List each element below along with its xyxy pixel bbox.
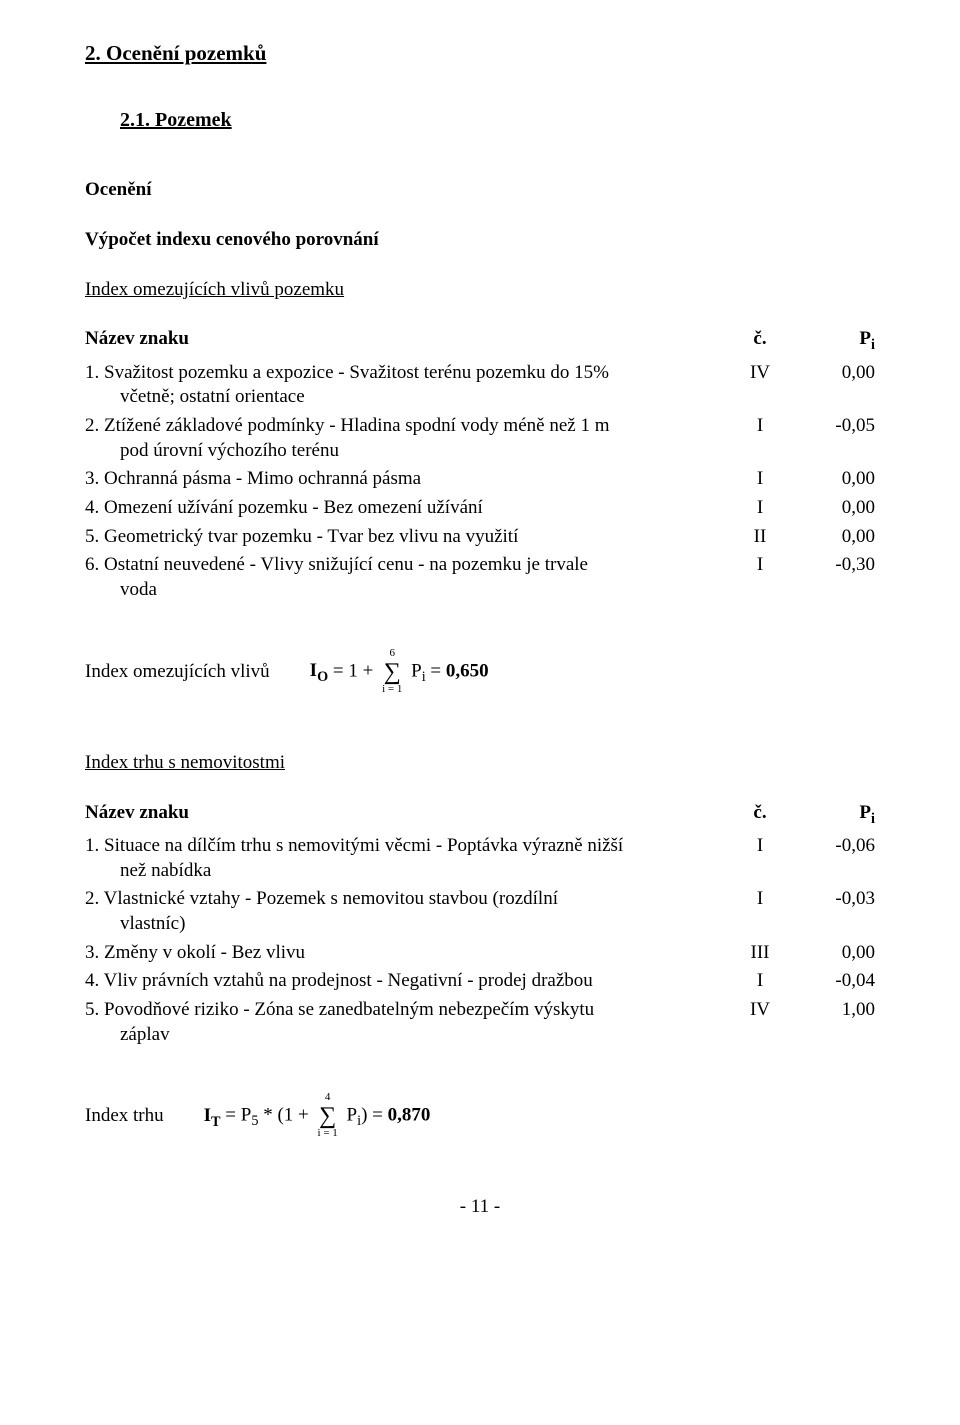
table2-title: Index trhu s nemovitostmi (85, 751, 875, 776)
table1-row-p: 0,00 (795, 496, 875, 521)
table2-row-label: 4. Vliv právních vztahů na prodejnost - … (85, 969, 725, 994)
document-page: 2. Ocenění pozemků 2.1. Pozemek Ocenění … (0, 0, 960, 1250)
table2-row-label: 1. Situace na dílčím trhu s nemovitými v… (85, 834, 725, 883)
table2-row: 5. Povodňové riziko - Zóna se zanedbatel… (85, 998, 875, 1047)
sigma-icon: 6∑i = 1 (382, 648, 402, 696)
table2-row-label: 3. Změny v okolí - Bez vlivu (85, 941, 725, 966)
table2-row: 1. Situace na dílčím trhu s nemovitými v… (85, 834, 875, 883)
table1-row: 5. Geometrický tvar pozemku - Tvar bez v… (85, 525, 875, 550)
formula1-expression: IO = 1 + 6∑i = 1 Pi = 0,650 (310, 648, 489, 696)
table1: Název znaku č. Pi 1. Svažitost pozemku a… (85, 327, 875, 603)
table1-row-p: 0,00 (795, 525, 875, 550)
table2-row-c: I (725, 887, 795, 912)
table2-header-c: č. (725, 801, 795, 828)
table2-header-p: Pi (795, 801, 875, 828)
table1-row: 1. Svažitost pozemku a expozice - Svažit… (85, 361, 875, 410)
table1-row: 2. Ztížené základové podmínky - Hladina … (85, 414, 875, 463)
table1-row-c: I (725, 553, 795, 578)
formula-index-omezujicich: Index omezujících vlivů IO = 1 + 6∑i = 1… (85, 648, 875, 696)
table1-row-label: 4. Omezení užívání pozemku - Bez omezení… (85, 496, 725, 521)
formula1-lead: Index omezujících vlivů (85, 660, 310, 685)
table1-row-label: 2. Ztížené základové podmínky - Hladina … (85, 414, 725, 463)
table1-row-label: 6. Ostatní neuvedené - Vlivy snižující c… (85, 553, 725, 602)
table1-row-p: 0,00 (795, 361, 875, 386)
table2-row: 3. Změny v okolí - Bez vlivuIII0,00 (85, 941, 875, 966)
formula2-expression: IT = P5 * (1 + 4∑i = 1 Pi) = 0,870 (204, 1092, 431, 1140)
table1-row-p: -0,05 (795, 414, 875, 439)
table1-row-p: -0,30 (795, 553, 875, 578)
subsection-title: 2.1. Pozemek (120, 107, 875, 133)
table1-row-c: I (725, 414, 795, 439)
formula-index-trhu: Index trhu IT = P5 * (1 + 4∑i = 1 Pi) = … (85, 1092, 875, 1140)
table1-header-p: Pi (795, 327, 875, 354)
table2: Název znaku č. Pi 1. Situace na dílčím t… (85, 801, 875, 1048)
table1-row-c: IV (725, 361, 795, 386)
table2-row-label: 2. Vlastnické vztahy - Pozemek s nemovit… (85, 887, 725, 936)
table2-row-c: IV (725, 998, 795, 1023)
table1-row-c: I (725, 467, 795, 492)
table2-row-p: 1,00 (795, 998, 875, 1023)
table1-header-name: Název znaku (85, 327, 725, 354)
table2-row-c: I (725, 969, 795, 994)
table2-row-c: I (725, 834, 795, 859)
table1-header-c: č. (725, 327, 795, 354)
table1-header: Název znaku č. Pi (85, 327, 875, 354)
table1-row-label: 3. Ochranná pásma - Mimo ochranná pásma (85, 467, 725, 492)
table2-header-name: Název znaku (85, 801, 725, 828)
table2-row-label: 5. Povodňové riziko - Zóna se zanedbatel… (85, 998, 725, 1047)
table2-row: 2. Vlastnické vztahy - Pozemek s nemovit… (85, 887, 875, 936)
page-number: - 11 - (85, 1195, 875, 1220)
table1-row: 4. Omezení užívání pozemku - Bez omezení… (85, 496, 875, 521)
table2-row-p: -0,04 (795, 969, 875, 994)
table1-row-label: 5. Geometrický tvar pozemku - Tvar bez v… (85, 525, 725, 550)
table2-row: 4. Vliv právních vztahů na prodejnost - … (85, 969, 875, 994)
table1-row-c: II (725, 525, 795, 550)
formula2-lead: Index trhu (85, 1104, 204, 1129)
table1-title: Index omezujících vlivů pozemku (85, 278, 875, 303)
table1-row-p: 0,00 (795, 467, 875, 492)
table1-row-c: I (725, 496, 795, 521)
ocen-heading: Ocenění (85, 178, 875, 203)
table2-row-p: -0,03 (795, 887, 875, 912)
sigma-icon: 4∑i = 1 (318, 1092, 338, 1140)
table1-row-label: 1. Svažitost pozemku a expozice - Svažit… (85, 361, 725, 410)
table1-row: 6. Ostatní neuvedené - Vlivy snižující c… (85, 553, 875, 602)
table1-row: 3. Ochranná pásma - Mimo ochranná pásmaI… (85, 467, 875, 492)
section-title: 2. Ocenění pozemků (85, 40, 875, 67)
calc-heading: Výpočet indexu cenového porovnání (85, 228, 875, 253)
table2-row-p: 0,00 (795, 941, 875, 966)
table2-row-c: III (725, 941, 795, 966)
table2-row-p: -0,06 (795, 834, 875, 859)
table2-header: Název znaku č. Pi (85, 801, 875, 828)
